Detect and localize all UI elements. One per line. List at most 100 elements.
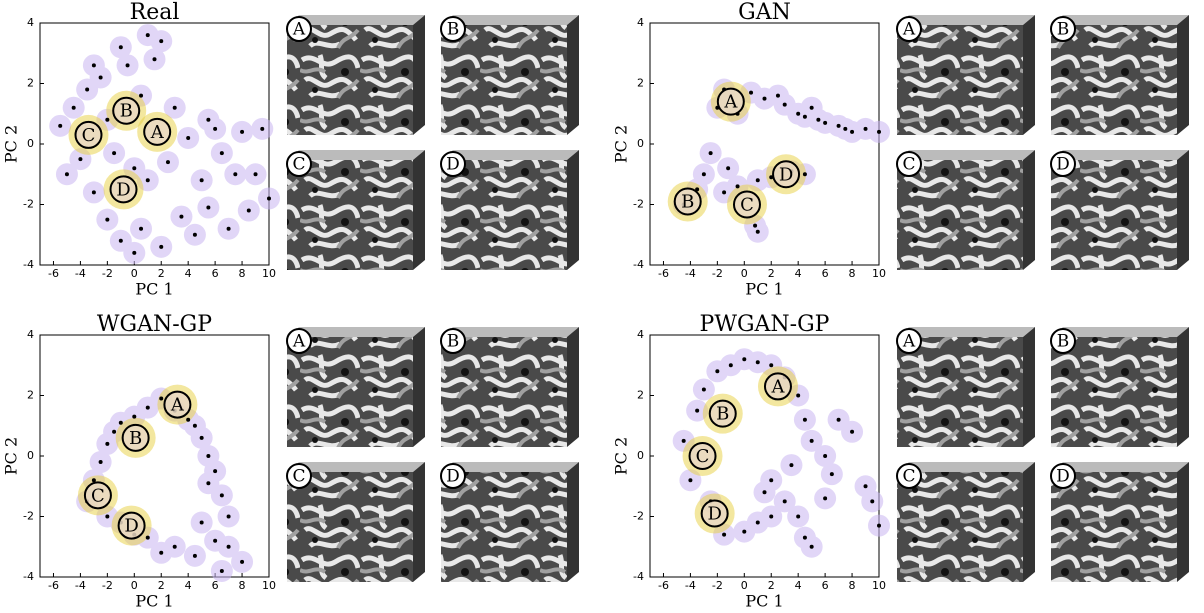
point <box>112 151 117 156</box>
annotation-marker <box>112 96 141 125</box>
point <box>796 514 801 519</box>
point <box>843 126 848 131</box>
point <box>877 129 881 134</box>
x-tick-label: -6 <box>658 579 669 592</box>
point <box>192 232 197 237</box>
x-tick-label: -4 <box>685 267 696 280</box>
x-tick-label: 10 <box>872 267 886 280</box>
volume-top <box>1051 150 1189 160</box>
point <box>782 499 787 504</box>
x-tick-label: -4 <box>75 267 86 280</box>
point <box>206 117 211 122</box>
y-tick-label: 2 <box>27 77 34 90</box>
chart-title: WGAN-GP <box>97 312 212 337</box>
point <box>823 120 828 125</box>
point <box>91 190 96 195</box>
point <box>775 93 780 98</box>
annotation-label: A <box>770 376 785 397</box>
volume-side <box>567 327 579 447</box>
point <box>105 117 110 122</box>
volume-side <box>413 462 425 582</box>
annotation-label: D <box>779 164 793 185</box>
point <box>226 544 231 549</box>
point <box>112 429 117 434</box>
point <box>172 105 177 110</box>
volume-image <box>897 25 1023 135</box>
point <box>850 429 855 434</box>
x-tick-label: 8 <box>239 579 246 592</box>
point <box>219 493 224 498</box>
point <box>726 166 731 171</box>
point <box>742 357 747 362</box>
x-tick-label: 8 <box>849 267 856 280</box>
y-axis-label: PC 2 <box>612 125 631 163</box>
volume-image <box>441 337 567 447</box>
volume-side <box>1177 15 1189 135</box>
volume-badge <box>896 16 922 42</box>
point <box>823 496 828 501</box>
volume-side <box>413 150 425 270</box>
point <box>206 481 211 486</box>
y-axis-label: PC 2 <box>2 437 21 475</box>
point <box>722 190 727 195</box>
point <box>226 226 231 231</box>
annotation-marker <box>700 499 729 528</box>
point <box>809 438 814 443</box>
point <box>226 514 231 519</box>
annotation-marker <box>732 190 761 219</box>
annotation-marker <box>772 160 801 189</box>
y-tick-label: 4 <box>637 16 644 29</box>
volume-image <box>287 472 413 582</box>
volume-image <box>1051 337 1177 447</box>
y-tick-label: -2 <box>23 510 34 523</box>
point <box>105 514 110 519</box>
point <box>206 205 211 210</box>
y-tick-label: -2 <box>633 510 644 523</box>
volume-top <box>1051 462 1189 472</box>
volume-image <box>897 160 1023 270</box>
x-tick-label: 0 <box>741 579 748 592</box>
point <box>829 472 834 477</box>
volume-label: C <box>902 467 915 487</box>
point <box>58 123 63 128</box>
point <box>246 208 251 213</box>
point <box>91 478 96 483</box>
y-tick-label: 4 <box>27 328 34 341</box>
point <box>125 63 130 68</box>
annotation-marker <box>83 481 112 510</box>
y-tick-label: 2 <box>27 389 34 402</box>
point <box>863 126 868 131</box>
volume-side <box>1023 462 1035 582</box>
point <box>145 535 150 540</box>
point <box>809 105 814 110</box>
x-tick-label: -6 <box>658 267 669 280</box>
annotation-label: C <box>82 125 96 146</box>
point <box>186 417 191 422</box>
annotation-marker <box>688 442 717 470</box>
x-tick-label: -2 <box>712 579 723 592</box>
volume-label: B <box>1057 332 1070 352</box>
volume-top <box>1051 15 1189 25</box>
volume-label: D <box>1056 155 1070 175</box>
x-tick-label: 6 <box>212 267 219 280</box>
x-tick-label: 8 <box>239 267 246 280</box>
point <box>179 214 184 219</box>
y-tick-label: 4 <box>637 328 644 341</box>
volume-badge <box>440 16 466 42</box>
x-tick-label: 0 <box>131 579 138 592</box>
y-tick-label: -4 <box>633 258 644 271</box>
x-tick-label: 6 <box>212 579 219 592</box>
point <box>118 45 123 50</box>
x-tick-label: 10 <box>262 579 276 592</box>
point <box>172 544 177 549</box>
volume-image <box>287 25 413 135</box>
x-tick-label: -4 <box>685 579 696 592</box>
y-axis-label: PC 2 <box>2 125 21 163</box>
y-tick-label: 2 <box>637 389 644 402</box>
volume-top <box>1051 327 1189 337</box>
point <box>701 387 706 392</box>
point <box>836 123 841 128</box>
volume-side <box>1177 150 1189 270</box>
volume-badge <box>440 463 466 489</box>
volume-side <box>1023 150 1035 270</box>
